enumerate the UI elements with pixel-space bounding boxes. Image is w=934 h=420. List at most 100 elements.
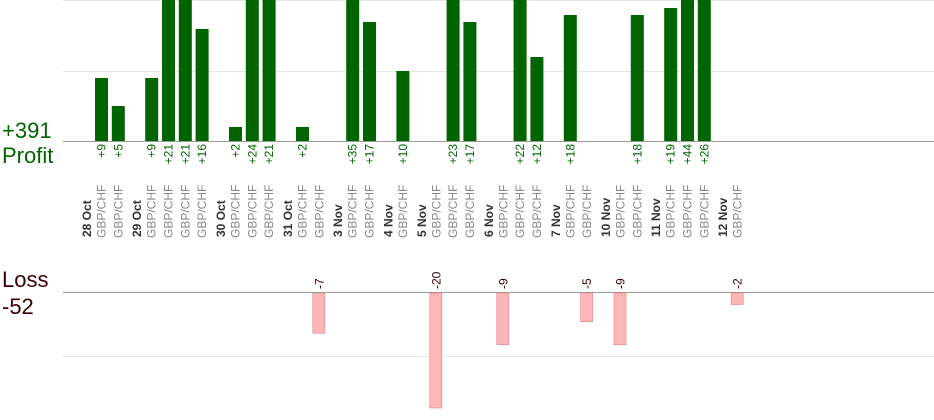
profit-value-label: +16 xyxy=(195,144,209,165)
date-label: 28 Oct xyxy=(80,200,94,237)
loss-value-label: -2 xyxy=(731,278,745,289)
profit-value-label: +35 xyxy=(346,144,360,165)
pair-label: GBP/CHF xyxy=(513,185,527,238)
loss-bar xyxy=(496,292,510,346)
loss-value-label: -9 xyxy=(614,278,628,289)
profit-value-label: +17 xyxy=(363,144,377,165)
pair-label: GBP/CHF xyxy=(664,185,678,238)
date-label: 5 Nov xyxy=(415,204,429,237)
profit-value-label: +10 xyxy=(396,144,410,165)
pair-label: GBP/CHF xyxy=(111,185,125,238)
profit-value-label: +21 xyxy=(262,144,276,165)
profit-value-label: +18 xyxy=(630,144,644,165)
profit-bar xyxy=(463,22,477,141)
profit-value-label: +22 xyxy=(513,144,527,165)
profit-value-label: +17 xyxy=(463,144,477,165)
profit-bar xyxy=(513,0,527,141)
profit-value-label: +2 xyxy=(296,144,310,158)
date-label: 12 Nov xyxy=(716,197,730,237)
pair-label: GBP/CHF xyxy=(446,185,460,238)
profit-bar xyxy=(664,8,678,141)
date-label: 30 Oct xyxy=(214,200,228,237)
profit-value-label: +18 xyxy=(563,144,577,165)
loss-bar xyxy=(613,292,627,346)
date-label: 11 Nov xyxy=(649,198,663,237)
profit-bar xyxy=(111,106,125,141)
profit-bar xyxy=(396,71,410,141)
loss-total: -52 xyxy=(2,294,34,319)
profit-bar xyxy=(446,0,460,141)
date-label: 7 Nov xyxy=(549,204,563,237)
pair-label: GBP/CHF xyxy=(95,185,109,238)
date-label: 4 Nov xyxy=(381,204,395,237)
loss-label: Loss xyxy=(2,267,49,292)
pair-label: GBP/CHF xyxy=(681,185,695,238)
pair-label: GBP/CHF xyxy=(363,185,377,238)
pair-label: GBP/CHF xyxy=(731,185,745,238)
date-label: 3 Nov xyxy=(331,204,345,237)
profit-bar xyxy=(145,78,159,141)
pair-label: GBP/CHF xyxy=(697,185,711,238)
pair-label: GBP/CHF xyxy=(463,185,477,238)
pair-label: GBP/CHF xyxy=(496,185,510,238)
profit-bar xyxy=(681,0,694,141)
profit-bar xyxy=(195,29,209,141)
date-label: 6 Nov xyxy=(482,204,496,237)
profit-value-label: +24 xyxy=(245,144,259,165)
pair-label: GBP/CHF xyxy=(346,185,360,238)
profit-bar xyxy=(178,0,192,141)
loss-value-label: -5 xyxy=(580,278,594,289)
pair-label: GBP/CHF xyxy=(530,185,544,238)
profit-bar xyxy=(363,22,376,141)
loss-bar xyxy=(429,292,443,409)
profit-value-label: +9 xyxy=(95,144,109,158)
profit-bar xyxy=(245,0,259,141)
profit-bar xyxy=(630,15,644,141)
profit-value-label: +9 xyxy=(145,144,159,158)
pair-label: GBP/CHF xyxy=(563,185,577,238)
profit-value-label: +5 xyxy=(111,144,125,158)
loss-value-label: -9 xyxy=(496,278,510,289)
profit-bar xyxy=(697,0,711,141)
profit-value-label: +2 xyxy=(229,144,243,158)
profit-value-label: +44 xyxy=(681,144,695,165)
pair-label: GBP/CHF xyxy=(396,185,410,238)
profit-value-label: +26 xyxy=(697,144,711,165)
pair-label: GBP/CHF xyxy=(145,185,159,238)
pair-label: GBP/CHF xyxy=(429,185,443,238)
profit-bar xyxy=(262,0,276,141)
profit-bar xyxy=(346,0,360,141)
profit-value-label: +12 xyxy=(530,144,544,165)
pair-label: GBP/CHF xyxy=(296,185,310,238)
pair-label: GBP/CHF xyxy=(229,185,243,238)
profit-bar xyxy=(563,15,577,141)
loss-bar xyxy=(580,292,593,323)
pair-label: GBP/CHF xyxy=(614,185,628,238)
profit-bar xyxy=(530,57,544,141)
profit-bar xyxy=(95,78,108,141)
profit-total: +391 xyxy=(2,118,52,143)
pair-label: GBP/CHF xyxy=(262,185,276,238)
date-label: 29 Oct xyxy=(130,200,144,237)
pair-label: GBP/CHF xyxy=(162,185,176,238)
profit-bar xyxy=(229,127,242,141)
pair-label: GBP/CHF xyxy=(312,185,326,238)
profit-bar xyxy=(296,127,309,141)
loss-value-label: -7 xyxy=(312,278,326,289)
date-label: 31 Oct xyxy=(281,200,295,237)
profit-value-label: +19 xyxy=(664,144,678,165)
loss-bar xyxy=(312,292,326,334)
loss-bar xyxy=(730,292,744,305)
pair-label: GBP/CHF xyxy=(178,185,192,238)
profit-label: Profit xyxy=(2,143,54,168)
profit-value-label: +21 xyxy=(162,144,176,165)
profit-bar xyxy=(162,0,175,141)
profit-value-label: +21 xyxy=(178,144,192,165)
pair-label: GBP/CHF xyxy=(580,185,594,238)
pair-label: GBP/CHF xyxy=(245,185,259,238)
profit-value-label: +23 xyxy=(446,144,460,165)
pair-label: GBP/CHF xyxy=(630,185,644,238)
date-label: 10 Nov xyxy=(599,197,613,237)
pair-label: GBP/CHF xyxy=(195,185,209,238)
